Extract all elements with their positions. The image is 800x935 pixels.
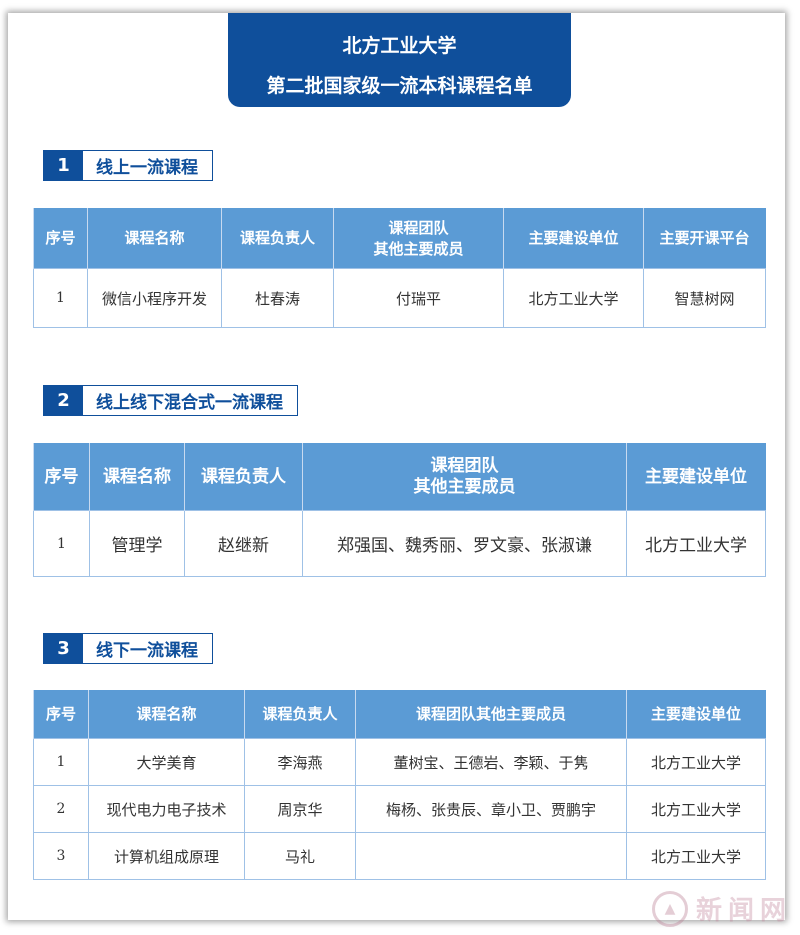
table-cell: 梅杨、张贵辰、章小卫、贾鹏宇: [355, 785, 627, 833]
table-cell: 赵继新: [184, 510, 303, 577]
table-cell: 智慧树网: [643, 268, 766, 328]
table-cell: 杜春涛: [221, 268, 334, 328]
table-header-row: 序号 课程名称 课程负责人 课程团队 其他主要成员 主要建设单位: [33, 443, 766, 511]
table-cell: 北方工业大学: [626, 510, 766, 577]
table-cell: 北方工业大学: [503, 268, 644, 328]
course-table-online: 序号 课程名称 课程负责人 课程团队 其他主要成员 主要建设单位 主要开课平台 1 微信小程序…: [33, 208, 766, 328]
table-row: 3 计算机组成原理 马礼 北方工业大学: [33, 832, 766, 880]
table-cell: 北方工业大学: [626, 785, 766, 833]
table-cell: 周京华: [244, 785, 356, 833]
table-cell: 付瑞平: [333, 268, 504, 328]
column-header: 课程名称: [87, 208, 222, 269]
table-cell: 计算机组成原理: [88, 832, 245, 880]
section-heading-3: 3 线下一流课程: [43, 633, 213, 664]
section-number: 3: [44, 634, 83, 663]
section-title: 线上线下混合式一流课程: [96, 393, 283, 413]
column-header: 课程团队 其他主要成员: [333, 208, 504, 269]
section-number: 1: [44, 151, 83, 180]
column-header: 序号: [33, 208, 88, 269]
table-row: 1 管理学 赵继新 郑强国、魏秀丽、罗文豪、张淑谦 北方工业大学: [33, 510, 766, 577]
column-header: 课程负责人: [244, 690, 356, 739]
section-heading-2: 2 线上线下混合式一流课程: [43, 385, 298, 416]
column-header: 主要建设单位: [626, 443, 766, 511]
seal-logo-icon: ▲: [652, 890, 688, 927]
title-banner: 北方工业大学 第二批国家级一流本科课程名单: [228, 13, 571, 107]
column-header: 主要开课平台: [643, 208, 766, 269]
table-cell: 马礼: [244, 832, 356, 880]
table-cell: [355, 832, 627, 880]
row-index: 1: [33, 510, 90, 577]
course-table-blended: 序号 课程名称 课程负责人 课程团队 其他主要成员 主要建设单位 1 管理学 赵继新 郑强国、魏…: [33, 443, 766, 577]
watermark-text: 新闻网: [696, 896, 793, 926]
row-index: 1: [33, 268, 88, 328]
column-header: 课程团队其他主要成员: [355, 690, 627, 739]
column-header: 课程名称: [88, 690, 245, 739]
table-cell: 大学美育: [88, 738, 245, 786]
column-header: 主要建设单位: [503, 208, 644, 269]
university-name: 北方工业大学: [342, 35, 457, 57]
section-heading-1: 1 线上一流课程: [43, 150, 213, 181]
section-title: 线下一流课程: [96, 641, 198, 661]
column-header: 课程团队 其他主要成员: [302, 443, 627, 511]
table-cell: 北方工业大学: [626, 832, 766, 880]
section-title: 线上一流课程: [96, 158, 198, 178]
table-cell: 北方工业大学: [626, 738, 766, 786]
column-header: 序号: [33, 690, 89, 739]
row-index: 3: [33, 832, 89, 880]
table-cell: 董树宝、王德岩、李颖、于隽: [355, 738, 627, 786]
page-title: 第二批国家级一流本科课程名单: [266, 75, 533, 97]
column-header: 主要建设单位: [626, 690, 766, 739]
row-index: 2: [33, 785, 89, 833]
table-header-row: 序号 课程名称 课程负责人 课程团队 其他主要成员 主要建设单位 主要开课平台: [33, 208, 766, 269]
table-cell: 微信小程序开发: [87, 268, 222, 328]
table-header-row: 序号 课程名称 课程负责人 课程团队其他主要成员 主要建设单位: [33, 690, 766, 739]
table-row: 1 微信小程序开发 杜春涛 付瑞平 北方工业大学 智慧树网: [33, 268, 766, 328]
row-index: 1: [33, 738, 89, 786]
column-header: 课程负责人: [184, 443, 303, 511]
table-row: 2 现代电力电子技术 周京华 梅杨、张贵辰、章小卫、贾鹏宇 北方工业大学: [33, 785, 766, 833]
watermark: ▲ 新闻网: [652, 890, 792, 927]
table-row: 1 大学美育 李海燕 董树宝、王德岩、李颖、于隽 北方工业大学: [33, 738, 766, 786]
table-cell: 现代电力电子技术: [88, 785, 245, 833]
table-cell: 李海燕: [244, 738, 356, 786]
course-table-offline: 序号 课程名称 课程负责人 课程团队其他主要成员 主要建设单位 1 大学美育 李海燕 董树宝、王…: [33, 690, 766, 880]
column-header: 课程名称: [89, 443, 185, 511]
column-header: 课程负责人: [221, 208, 334, 269]
table-cell: 管理学: [89, 510, 185, 577]
column-header: 序号: [33, 443, 90, 511]
table-cell: 郑强国、魏秀丽、罗文豪、张淑谦: [302, 510, 627, 577]
section-number: 2: [44, 386, 83, 415]
